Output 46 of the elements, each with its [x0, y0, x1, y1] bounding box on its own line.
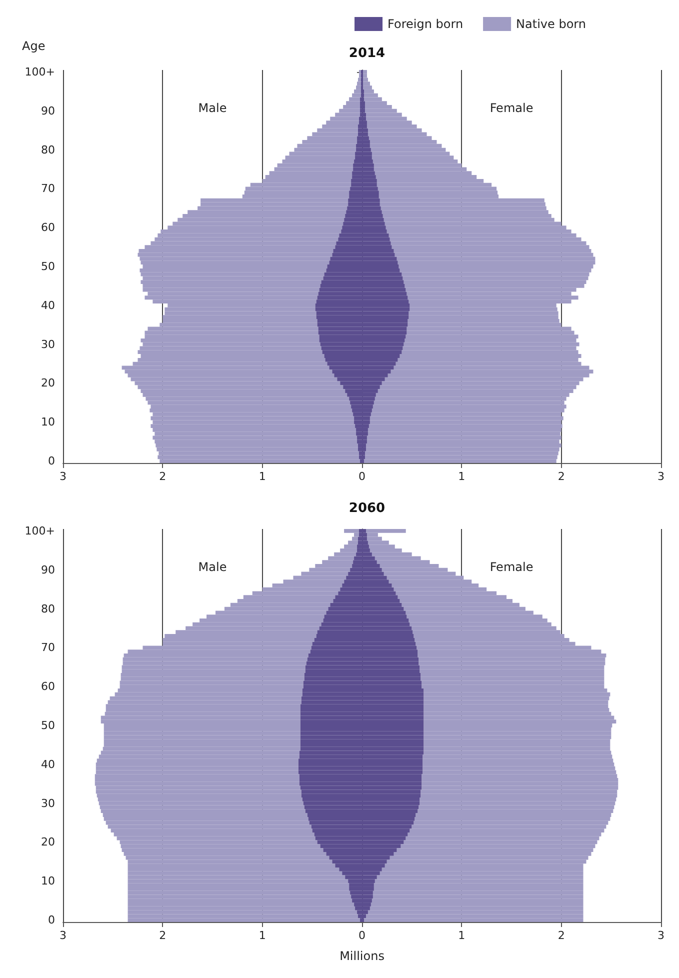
x-tick-label: 2: [558, 470, 565, 483]
y-tick-label: 40: [41, 758, 55, 771]
y-tick-label: 0: [48, 914, 55, 927]
y-tick-label: 60: [41, 221, 55, 234]
y-tick-label: 100+: [24, 524, 55, 538]
y-tick-label: 50: [41, 260, 55, 273]
x-tick-label: 3: [60, 929, 66, 942]
y-axis-title: Age: [22, 39, 46, 53]
y-tick-label: 30: [41, 796, 55, 810]
x-tick-label: 3: [658, 470, 664, 483]
x-tick-label: 1: [258, 470, 266, 483]
y-tick-label: 10: [41, 874, 55, 888]
x-tick-label: 3: [60, 470, 66, 483]
y-tick-label: 80: [41, 602, 55, 616]
y-tick-label: 70: [41, 182, 55, 196]
x-tick-label: 1: [458, 470, 466, 483]
x-tick-label: 1: [258, 929, 266, 942]
y-tick-label: 20: [41, 376, 55, 390]
y-tick-label: 10: [41, 416, 55, 429]
x-tick-label: 2: [159, 929, 166, 942]
x-tick-label: 2: [558, 929, 565, 942]
y-tick-label: 40: [41, 298, 55, 312]
annotation: Female: [490, 100, 534, 115]
legend-label: Foreign born: [388, 17, 464, 31]
y-tick-label: 70: [41, 641, 55, 654]
y-tick-label: 60: [41, 680, 55, 694]
y-tick-label: 0: [48, 454, 55, 468]
x-tick-label: 1: [458, 929, 466, 942]
annotation: Female: [490, 560, 534, 574]
chart-title: 2014: [348, 46, 386, 61]
y-tick-label: 90: [41, 104, 55, 118]
x-tick-label: 2: [159, 470, 166, 483]
x-tick-label: 0: [358, 929, 366, 942]
y-tick-label: 90: [41, 563, 55, 576]
x-tick-label: 0: [358, 470, 366, 483]
y-tick-label: 80: [41, 143, 55, 156]
y-tick-label: 20: [41, 836, 55, 849]
x-axis-title: Millions: [340, 949, 384, 963]
y-tick-label: 100+: [24, 65, 55, 78]
annotation: Male: [198, 560, 227, 574]
x-tick-label: 3: [658, 929, 664, 942]
annotation: Male: [198, 100, 227, 115]
y-tick-label: 30: [41, 338, 55, 351]
chart-title: 2060: [348, 501, 386, 516]
legend-label: Native born: [516, 17, 586, 31]
y-tick-label: 50: [41, 719, 55, 732]
